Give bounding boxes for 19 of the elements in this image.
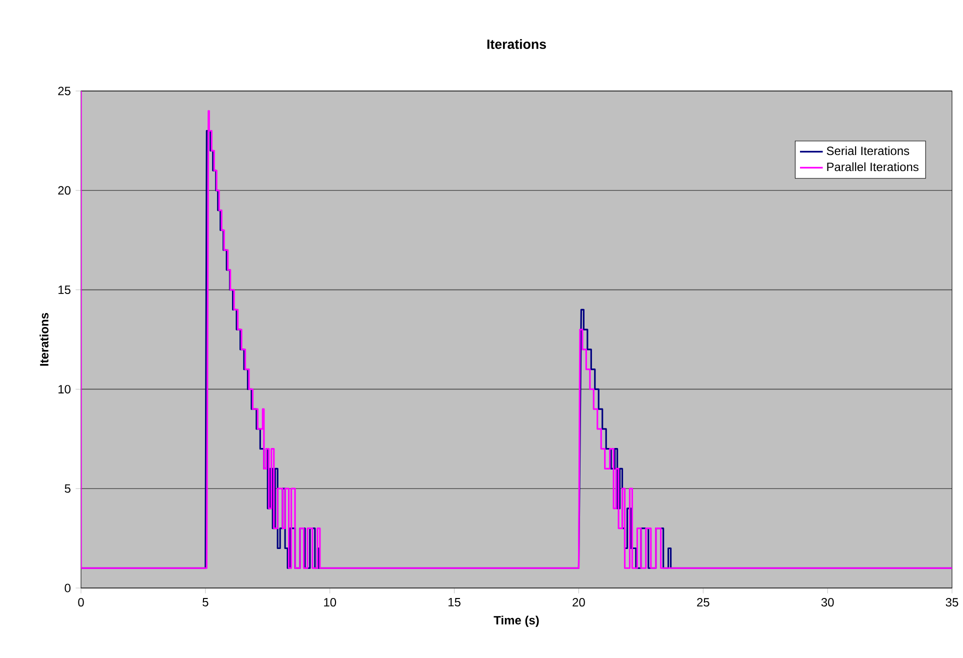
x-axis-title: Time (s) xyxy=(494,616,539,627)
y-axis-title: Iterations xyxy=(40,312,48,366)
y-tick-label: 5 xyxy=(64,484,70,493)
x-tick-label: 20 xyxy=(572,598,585,607)
y-tick-label: 0 xyxy=(64,584,70,592)
x-tick-label: 25 xyxy=(697,598,710,607)
y-tick-label: 10 xyxy=(58,384,70,394)
x-tick-label: 15 xyxy=(448,598,460,606)
chart-title: Iterations xyxy=(487,39,546,49)
x-tick-label: 10 xyxy=(324,598,336,607)
y-tick-label: 15 xyxy=(58,286,70,294)
legend-label: Serial Iterations xyxy=(826,146,910,156)
x-tick-label: 5 xyxy=(202,598,208,606)
legend-label: Parallel Iterations xyxy=(827,162,918,172)
x-tick-label: 35 xyxy=(946,598,958,607)
x-tick-label: 0 xyxy=(78,598,84,607)
y-tick-label: 25 xyxy=(58,86,70,96)
x-tick-label: 30 xyxy=(821,598,834,607)
y-tick-label: 20 xyxy=(58,186,70,195)
